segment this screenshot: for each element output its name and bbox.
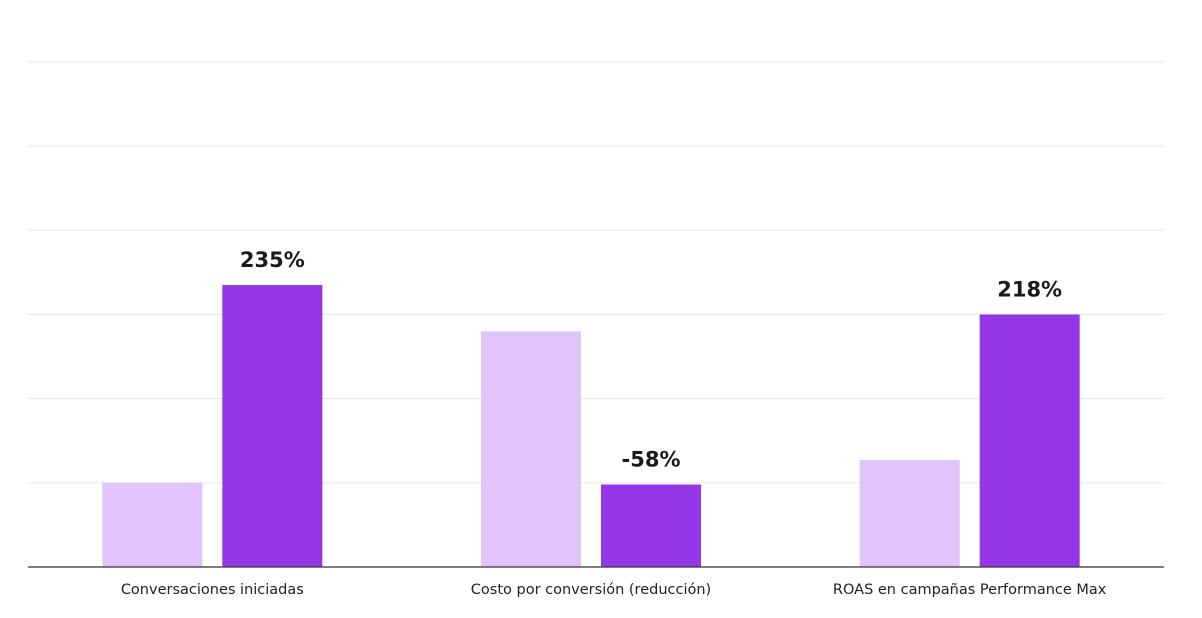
bar-series-2-2 xyxy=(601,484,701,567)
bar-series-1-1 xyxy=(102,482,203,567)
data-label: 218% xyxy=(997,278,1062,302)
category-label: ROAS en campañas Performance Max xyxy=(833,582,1107,598)
bar-series-1-2 xyxy=(481,331,581,567)
category-label: Conversaciones iniciadas xyxy=(121,582,304,598)
bars xyxy=(102,285,1080,567)
bar-series-1-3 xyxy=(859,460,960,567)
data-labels: 235% -58% 218% xyxy=(240,248,1062,471)
data-label: 235% xyxy=(240,248,305,272)
bar-series-2-3 xyxy=(979,314,1080,567)
category-label: Costo por conversión (reducción) xyxy=(471,582,711,598)
data-label: -58% xyxy=(622,448,681,472)
category-labels: Conversaciones iniciadas Costo por conver… xyxy=(121,582,1107,598)
bar-series-2-1 xyxy=(222,285,323,567)
gridlines xyxy=(28,61,1164,484)
